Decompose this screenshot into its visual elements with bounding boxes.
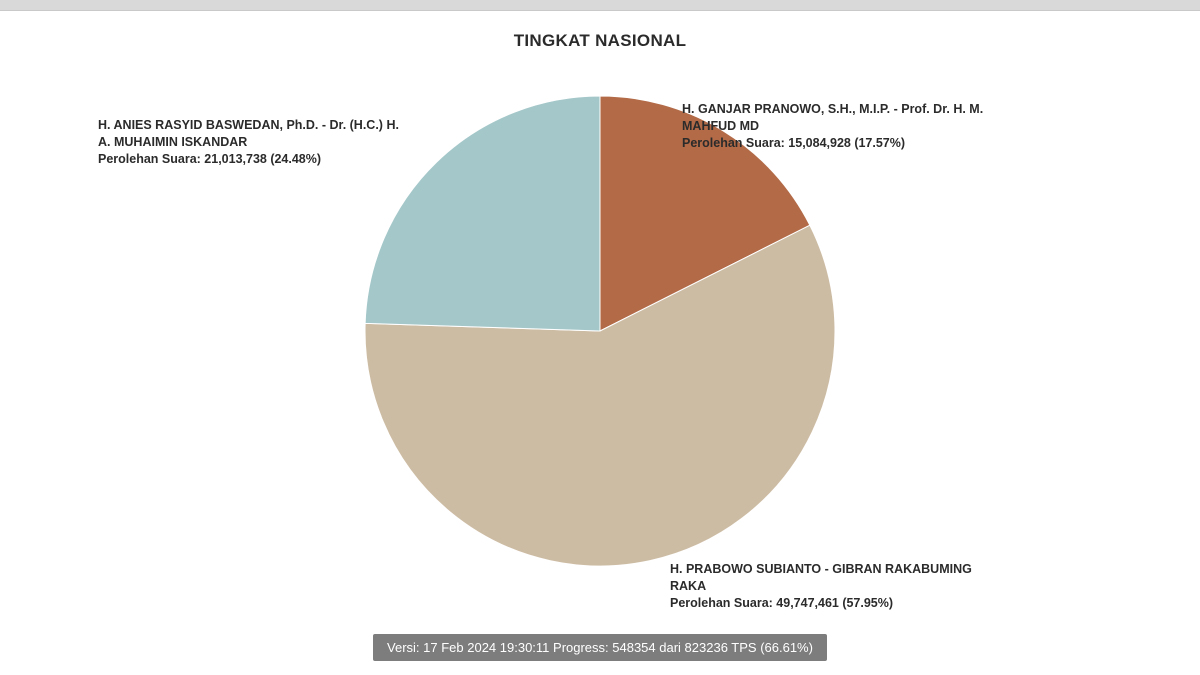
callout-name-line1: H. ANIES RASYID BASWEDAN, Ph.D. - Dr. (H… bbox=[98, 117, 418, 134]
callout-votes: Perolehan Suara: 15,084,928 (17.57%) bbox=[682, 135, 1012, 152]
callout-name: H. GANJAR PRANOWO, S.H., M.I.P. - Prof. … bbox=[682, 101, 1012, 135]
callout-anies: H. ANIES RASYID BASWEDAN, Ph.D. - Dr. (H… bbox=[98, 117, 418, 168]
chart-title: TINGKAT NASIONAL bbox=[0, 31, 1200, 51]
pie-chart bbox=[360, 91, 840, 571]
window-top-strip bbox=[0, 0, 1200, 11]
status-bar: Versi: 17 Feb 2024 19:30:11 Progress: 54… bbox=[373, 634, 827, 661]
callout-votes: Perolehan Suara: 49,747,461 (57.95%) bbox=[670, 595, 1000, 612]
status-bar-wrap: Versi: 17 Feb 2024 19:30:11 Progress: 54… bbox=[0, 634, 1200, 661]
callout-name: H. PRABOWO SUBIANTO - GIBRAN RAKABUMING … bbox=[670, 561, 1000, 595]
callout-ganjar: H. GANJAR PRANOWO, S.H., M.I.P. - Prof. … bbox=[682, 101, 1012, 152]
callout-prabowo: H. PRABOWO SUBIANTO - GIBRAN RAKABUMING … bbox=[670, 561, 1000, 612]
callout-votes: Perolehan Suara: 21,013,738 (24.48%) bbox=[98, 151, 418, 168]
pie-chart-area: H. GANJAR PRANOWO, S.H., M.I.P. - Prof. … bbox=[0, 51, 1200, 611]
callout-name-line2: A. MUHAIMIN ISKANDAR bbox=[98, 134, 418, 151]
